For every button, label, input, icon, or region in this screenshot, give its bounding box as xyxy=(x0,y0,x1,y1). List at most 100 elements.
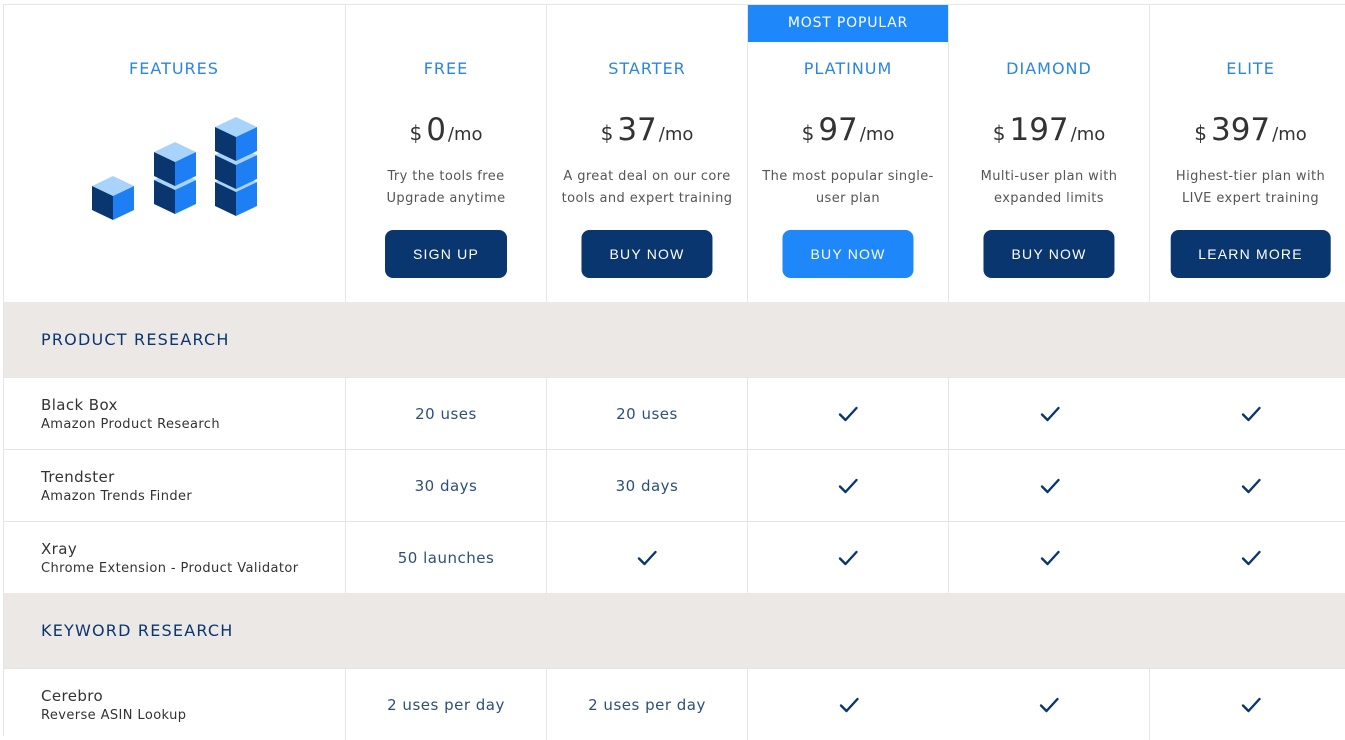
check-icon xyxy=(1241,406,1261,421)
plan-name: FREE xyxy=(423,59,469,78)
price-period: /mo xyxy=(1272,124,1307,145)
plan-header-diamond: DIAMOND $197/mo Multi-user plan with expa… xyxy=(949,4,1150,302)
desc-line: Multi-user plan with xyxy=(980,169,1118,184)
feature-name-cell: Trendster Amazon Trends Finder xyxy=(3,449,346,521)
features-title: FEATURES xyxy=(129,59,219,78)
section-header: KEYWORD RESEARCH xyxy=(3,593,1345,668)
feature-value-cell: 20 uses xyxy=(547,377,748,449)
feature-name: Trendster xyxy=(41,467,115,486)
price-period: /mo xyxy=(1070,124,1106,145)
desc-line: Highest-tier plan with xyxy=(1175,169,1326,184)
feature-value-cell xyxy=(949,668,1150,740)
price-amount: 397 xyxy=(1210,112,1271,148)
feature-value-cell xyxy=(1150,668,1345,740)
desc-line: A great deal on our core xyxy=(563,169,731,184)
feature-value-cell xyxy=(748,668,949,740)
feature-value: 2 uses per day xyxy=(588,695,706,714)
plan-header-platinum: MOST POPULAR PLATINUM $97/mo The most pop… xyxy=(748,4,949,302)
desc-line: expanded limits xyxy=(994,191,1104,206)
plan-description: Multi-user plan with expanded limits xyxy=(955,166,1143,210)
plan-header-free: FREE $0/mo Try the tools free Upgrade any… xyxy=(346,4,547,302)
check-icon xyxy=(1039,697,1059,712)
price-amount: 197 xyxy=(1009,112,1069,148)
feature-value: 30 days xyxy=(414,476,478,495)
feature-value-cell: 20 uses xyxy=(346,377,547,449)
price-amount: 0 xyxy=(426,112,446,148)
feature-value-cell xyxy=(1150,449,1345,521)
currency: $ xyxy=(600,121,614,145)
desc-line: tools and expert training xyxy=(561,191,733,206)
feature-subtitle: Amazon Trends Finder xyxy=(41,488,193,504)
plan-cta-button[interactable]: BUY NOW xyxy=(983,230,1115,278)
check-icon xyxy=(1241,697,1261,712)
feature-value-cell xyxy=(547,521,748,593)
price-period: /mo xyxy=(447,124,483,145)
plan-price: $37/mo xyxy=(547,112,747,148)
desc-line: LIVE expert training xyxy=(1182,191,1319,206)
cube xyxy=(92,176,134,220)
plan-price: $97/mo xyxy=(748,112,948,148)
feature-value: 20 uses xyxy=(616,404,678,423)
check-icon xyxy=(1040,406,1060,421)
plan-header-elite: ELITE $397/mo Highest-tier plan with LIVE… xyxy=(1150,4,1345,302)
plan-name: STARTER xyxy=(608,59,686,78)
plan-price: $397/mo xyxy=(1150,112,1345,148)
plan-header-starter: STARTER $37/mo A great deal on our core t… xyxy=(547,4,748,302)
feature-value: 50 launches xyxy=(397,548,495,567)
check-icon xyxy=(839,697,859,712)
feature-value-cell: 50 launches xyxy=(346,521,547,593)
feature-value-cell xyxy=(949,449,1150,521)
feature-value-cell: 2 uses per day xyxy=(346,668,547,740)
feature-subtitle: Reverse ASIN Lookup xyxy=(41,707,187,723)
feature-value-cell xyxy=(949,377,1150,449)
feature-value-cell xyxy=(748,377,949,449)
feature-name: Cerebro xyxy=(41,686,104,705)
feature-subtitle: Chrome Extension - Product Validator xyxy=(41,560,299,576)
section-header: PRODUCT RESEARCH xyxy=(3,302,1345,377)
price-period: /mo xyxy=(658,124,694,145)
check-icon xyxy=(1040,478,1060,493)
feature-value-cell xyxy=(1150,521,1345,593)
feature-value-cell xyxy=(1150,377,1345,449)
feature-value-cell: 2 uses per day xyxy=(547,668,748,740)
cubes-illustration xyxy=(92,117,257,220)
check-icon xyxy=(637,550,657,565)
feature-value-cell xyxy=(949,521,1150,593)
desc-line: user plan xyxy=(815,191,881,206)
check-icon xyxy=(1241,550,1261,565)
feature-value-cell xyxy=(748,449,949,521)
currency: $ xyxy=(1194,121,1207,145)
feature-value-cell: 30 days xyxy=(346,449,547,521)
plan-cta-button[interactable]: BUY NOW xyxy=(581,230,713,278)
check-icon xyxy=(838,478,858,493)
plan-price: $197/mo xyxy=(949,112,1149,148)
most-popular-badge: MOST POPULAR xyxy=(748,4,948,42)
currency: $ xyxy=(801,121,815,145)
price-amount: 37 xyxy=(617,112,657,148)
feature-name-cell: Black Box Amazon Product Research xyxy=(3,377,346,449)
feature-value: 30 days xyxy=(615,476,679,495)
plan-cta-button[interactable]: BUY NOW xyxy=(782,230,914,278)
feature-value: 20 uses xyxy=(415,404,477,423)
feature-subtitle: Amazon Product Research xyxy=(41,416,220,432)
plan-description: The most popular single-user plan xyxy=(754,166,942,210)
pricing-table: FEATURES FREE $0/mo Try the tools free Up… xyxy=(3,4,1345,740)
plan-name: DIAMOND xyxy=(1006,59,1092,78)
check-icon xyxy=(838,550,858,565)
check-icon xyxy=(838,406,858,421)
check-icon xyxy=(1241,478,1261,493)
cube xyxy=(215,117,257,161)
check-icon xyxy=(1040,550,1060,565)
plan-name: PLATINUM xyxy=(803,59,893,78)
currency: $ xyxy=(409,121,423,145)
currency: $ xyxy=(992,121,1006,145)
price-amount: 97 xyxy=(818,112,858,148)
plan-price: $0/mo xyxy=(346,112,546,148)
price-period: /mo xyxy=(859,124,895,145)
plan-cta-button[interactable]: LEARN MORE xyxy=(1170,230,1331,278)
plan-cta-button[interactable]: SIGN UP xyxy=(385,230,507,278)
desc-line: Try the tools free xyxy=(387,169,505,184)
plan-description: A great deal on our core tools and expert… xyxy=(553,166,741,210)
feature-name: Black Box xyxy=(41,395,118,414)
feature-value-cell xyxy=(748,521,949,593)
